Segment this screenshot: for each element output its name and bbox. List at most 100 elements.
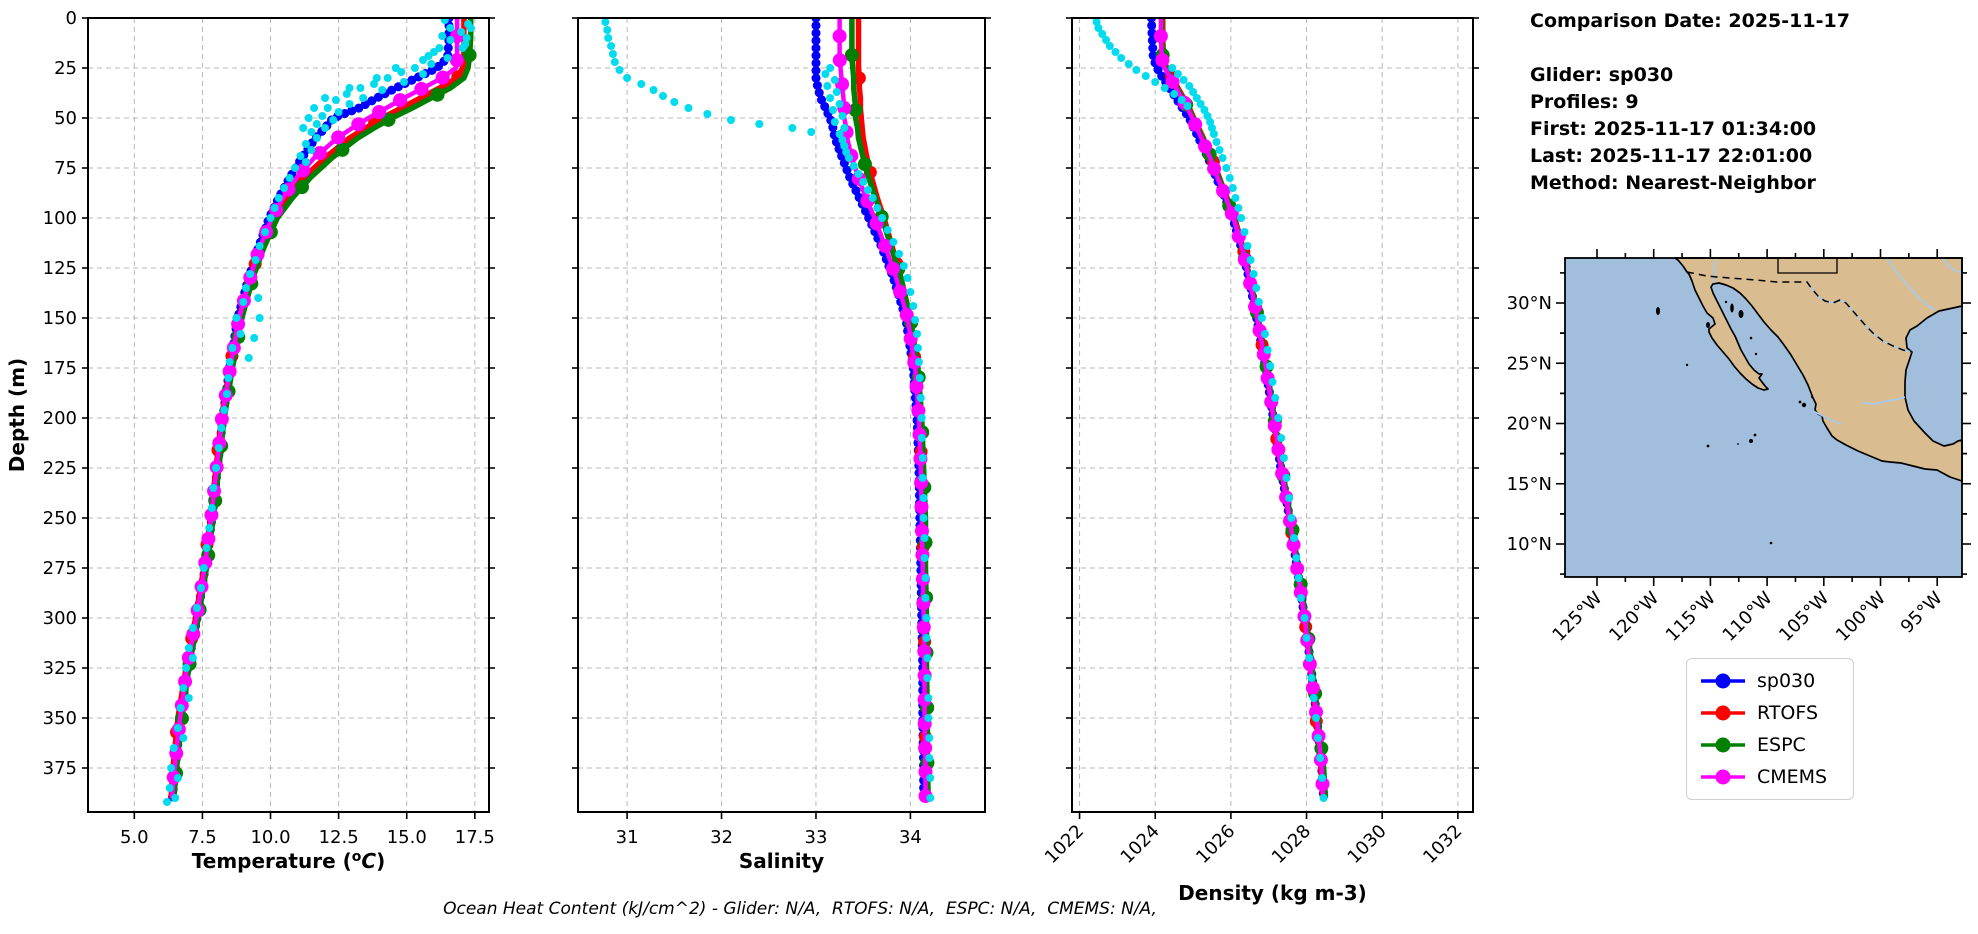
- profiles-count: Profiles: 9: [1530, 91, 1639, 113]
- legend-item-CMEMS: CMEMS: [1700, 766, 1840, 788]
- svg-text:1028: 1028: [1268, 821, 1315, 868]
- RTOFS-series-markers: [1156, 18, 1330, 805]
- legend-swatch-RTOFS: [1701, 705, 1745, 721]
- ESPC-series-markers: [844, 18, 936, 805]
- svg-text:375: 375: [43, 758, 77, 779]
- svg-text:100°W: 100°W: [1832, 588, 1890, 646]
- svg-text:200: 200: [43, 408, 77, 429]
- depth-axis-label: Depth (m): [5, 358, 29, 472]
- svg-text:25°N: 25°N: [1507, 353, 1552, 374]
- density-chart: 1022 1024 1026 1028 1030 1032 Density (kg m-3): [1041, 17, 1479, 905]
- ESPC-series-line: [1158, 18, 1329, 799]
- svg-text:75: 75: [54, 158, 77, 179]
- svg-text:125: 125: [43, 258, 77, 279]
- chart-legend: sp030 RTOFS ESPC CMEMS: [1686, 658, 1854, 800]
- info-spacer: [1530, 35, 1850, 62]
- salinity-xtick-labels: 31 32 33 34: [616, 827, 922, 848]
- map-land-coastline: [1674, 257, 1963, 482]
- comparison-date: Comparison Date: 2025-11-17: [1530, 10, 1850, 32]
- map-islands: [1656, 300, 1813, 545]
- svg-text:30°N: 30°N: [1507, 293, 1552, 314]
- svg-text:31: 31: [616, 827, 639, 848]
- first-profile-time: First: 2025-11-17 01:34:00: [1530, 118, 1817, 140]
- legend-label-CMEMS: CMEMS: [1757, 766, 1828, 788]
- last-profile-time: Last: 2025-11-17 22:01:00: [1530, 145, 1813, 167]
- salinity-chart: 31 32 33 34 Salinity: [572, 17, 991, 873]
- svg-text:25: 25: [54, 58, 77, 79]
- density-series: [1092, 18, 1333, 805]
- temperature-chart: 5.0 7.5 10.0 12.5 15.0 17.5 0 25 50 75 100 125 150 17…: [5, 8, 495, 873]
- svg-text:32: 32: [710, 827, 733, 848]
- svg-text:20°N: 20°N: [1507, 414, 1552, 435]
- svg-text:10.0: 10.0: [250, 827, 290, 848]
- comparison-info: Comparison Date: 2025-11-17 Glider: sp03…: [1530, 8, 1850, 197]
- svg-text:7.5: 7.5: [188, 827, 217, 848]
- RTOFS-series-line: [1160, 18, 1326, 799]
- svg-text:100: 100: [43, 208, 77, 229]
- sp030-series-line: [1149, 18, 1326, 799]
- glider-scatter-points: [163, 18, 475, 806]
- map-ticks: [1556, 249, 1971, 586]
- legend-item-ESPC: ESPC: [1700, 734, 1840, 756]
- salinity-axes-frame: [577, 17, 986, 813]
- temperature-axis-label: Temperature (oC): [192, 849, 385, 873]
- svg-text:325: 325: [43, 658, 77, 679]
- svg-text:10°N: 10°N: [1507, 534, 1552, 555]
- svg-text:115°W: 115°W: [1662, 588, 1720, 646]
- temperature-xtick-labels: 5.0 7.5 10.0 12.5 15.0 17.5: [120, 827, 495, 848]
- salinity-ticks: [572, 17, 991, 819]
- location-map: 30°N 25°N 20°N 15°N 10°N 125°W120°W115°W110°W…: [1507, 249, 1971, 646]
- salinity-axis-label: Salinity: [739, 849, 824, 873]
- temperature-axes-frame: [87, 17, 490, 813]
- CMEMS-series-markers: [832, 18, 933, 805]
- glider-name: Glider: sp030: [1530, 64, 1674, 86]
- sp030-series-markers: [1146, 18, 1329, 803]
- comparison-method: Method: Nearest-Neighbor: [1530, 172, 1816, 194]
- ohc-footer: Ocean Heat Content (kJ/cm^2) - Glider: N…: [443, 899, 1157, 919]
- CMEMS-series-line: [1158, 18, 1326, 799]
- CMEMS-series-markers: [1153, 18, 1331, 805]
- map-us-mexico-border: [1686, 271, 1913, 353]
- sp030-series-markers: [811, 18, 929, 803]
- legend-item-RTOFS: RTOFS: [1700, 702, 1840, 724]
- svg-text:150: 150: [43, 308, 77, 329]
- svg-text:50: 50: [54, 108, 77, 129]
- density-xtick-labels: 1022 1024 1026 1028 1030 1032: [1041, 821, 1467, 868]
- svg-text:1030: 1030: [1343, 821, 1390, 868]
- svg-text:17.5: 17.5: [455, 827, 495, 848]
- glider-scatter-points: [1092, 18, 1328, 802]
- map-state-borders: [1777, 258, 1838, 274]
- depth-tick-labels: 0 25 50 75 100 125 150 175 200 225 250 275 300 325 350…: [43, 8, 77, 779]
- density-axes-frame: [1071, 17, 1474, 813]
- glider-scatter-points: [601, 18, 935, 802]
- legend-item-sp030: sp030: [1700, 670, 1840, 692]
- svg-text:1022: 1022: [1041, 821, 1088, 868]
- svg-text:0: 0: [66, 8, 77, 29]
- temperature-ticks: [82, 17, 495, 819]
- salinity-series: [601, 18, 936, 805]
- svg-text:350: 350: [43, 708, 77, 729]
- svg-text:250: 250: [43, 508, 77, 529]
- svg-text:15.0: 15.0: [387, 827, 427, 848]
- svg-text:15°N: 15°N: [1507, 474, 1552, 495]
- density-ticks: [1066, 17, 1479, 819]
- map-frame: [1564, 257, 1963, 578]
- svg-text:1024: 1024: [1117, 821, 1164, 868]
- svg-text:105°W: 105°W: [1775, 588, 1833, 646]
- svg-text:300: 300: [43, 608, 77, 629]
- legend-swatch-ESPC: [1701, 737, 1745, 753]
- svg-text:175: 175: [43, 358, 77, 379]
- svg-text:110°W: 110°W: [1719, 588, 1777, 646]
- svg-text:125°W: 125°W: [1548, 588, 1606, 646]
- legend-swatch-CMEMS: [1701, 769, 1745, 785]
- svg-text:5.0: 5.0: [120, 827, 149, 848]
- svg-text:225: 225: [43, 458, 77, 479]
- svg-text:34: 34: [899, 827, 922, 848]
- legend-swatch-sp030: [1701, 673, 1745, 689]
- temperature-series: [163, 18, 478, 806]
- svg-text:120°W: 120°W: [1605, 588, 1663, 646]
- temperature-grid: [88, 17, 489, 812]
- svg-text:33: 33: [805, 827, 828, 848]
